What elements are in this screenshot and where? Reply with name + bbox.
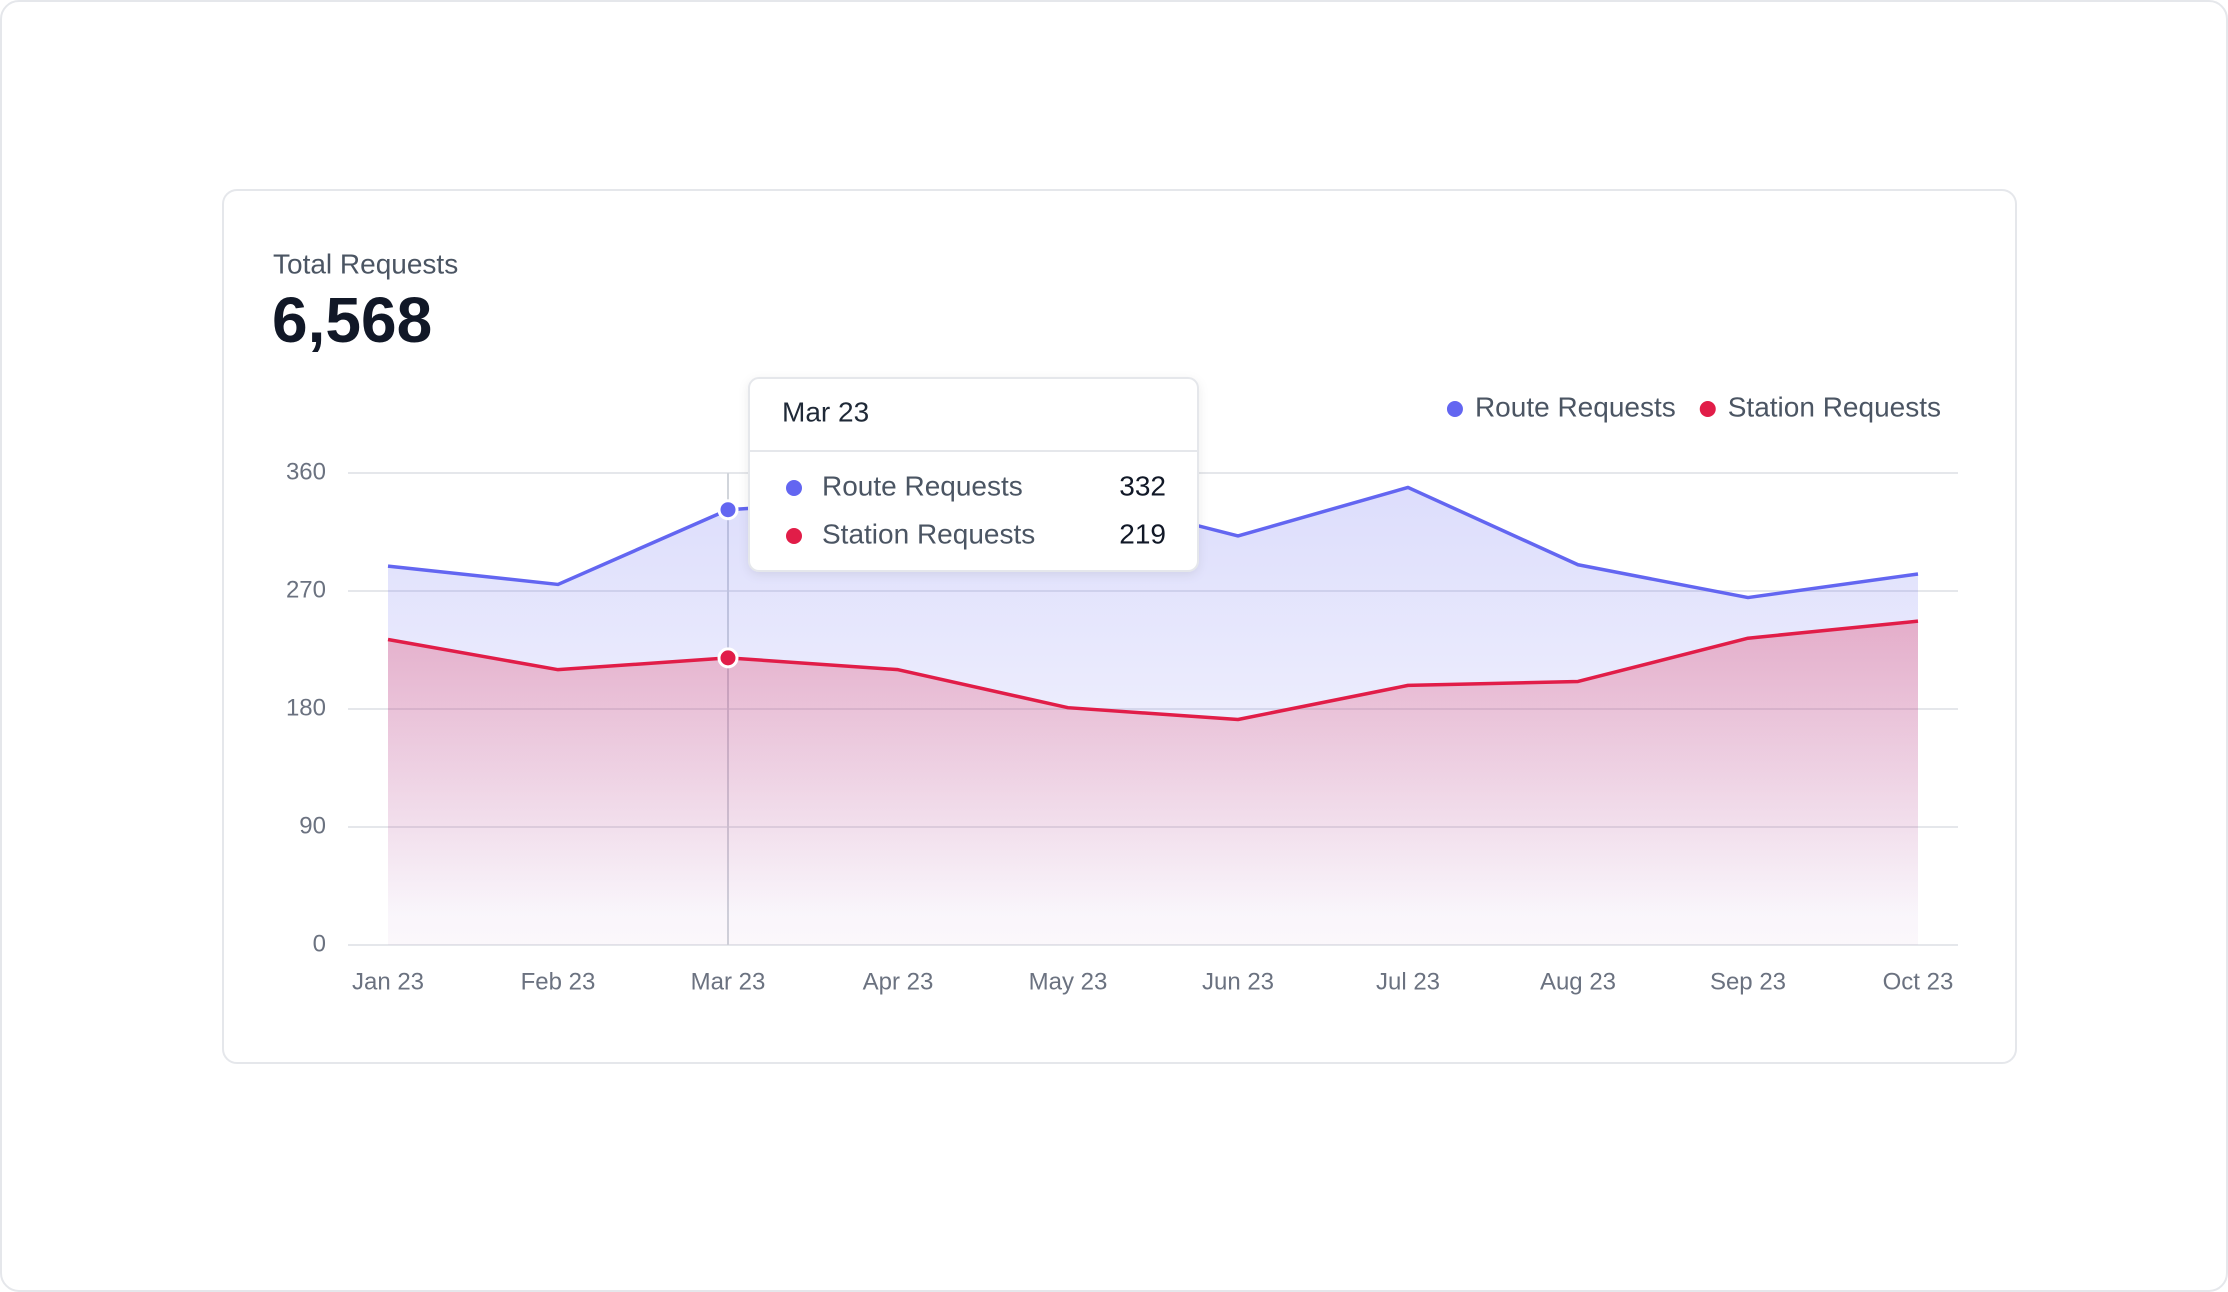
y-tick-label: 360 bbox=[286, 458, 326, 485]
x-tick-label: Feb 23 bbox=[521, 968, 596, 995]
x-tick-label: Jun 23 bbox=[1202, 968, 1274, 995]
y-tick-label: 90 bbox=[299, 812, 326, 839]
x-tick-label: Sep 23 bbox=[1710, 968, 1786, 995]
tooltip-label: Route Requests bbox=[822, 470, 1023, 501]
x-tick-label: May 23 bbox=[1029, 968, 1108, 995]
x-tick-label: Oct 23 bbox=[1883, 968, 1954, 995]
tooltip-label: Station Requests bbox=[822, 518, 1035, 549]
legend-label[interactable]: Station Requests bbox=[1728, 391, 1941, 422]
legend-dot bbox=[1446, 401, 1463, 417]
tooltip-dot bbox=[786, 480, 802, 496]
summary-value: 6,568 bbox=[272, 284, 432, 356]
x-tick-label: Jul 23 bbox=[1376, 968, 1440, 995]
tooltip-box bbox=[748, 377, 1199, 572]
tooltip-dot bbox=[786, 528, 802, 544]
x-tick-label: Aug 23 bbox=[1540, 968, 1616, 995]
hover-dot bbox=[717, 499, 739, 521]
legend-dot bbox=[1699, 401, 1716, 417]
x-tick-label: Apr 23 bbox=[863, 968, 934, 995]
tooltip: Mar 23 Route Requests 332 Station Requests 2… bbox=[748, 377, 1199, 572]
area-fill bbox=[388, 621, 1918, 945]
x-tick-label: Mar 23 bbox=[691, 968, 766, 995]
tooltip-title: Mar 23 bbox=[782, 396, 869, 427]
hover-dot bbox=[717, 647, 739, 669]
line bbox=[387, 619, 1919, 722]
x-tick-label: Jan 23 bbox=[352, 968, 424, 995]
y-tick-label: 180 bbox=[286, 694, 326, 721]
tooltip-value: 332 bbox=[1119, 470, 1166, 501]
y-tick-label: 0 bbox=[313, 930, 326, 957]
summary-label: Total Requests bbox=[273, 248, 458, 279]
y-tick-label: 270 bbox=[286, 576, 326, 603]
tooltip-value: 219 bbox=[1119, 518, 1166, 549]
legend-label[interactable]: Route Requests bbox=[1475, 391, 1676, 422]
